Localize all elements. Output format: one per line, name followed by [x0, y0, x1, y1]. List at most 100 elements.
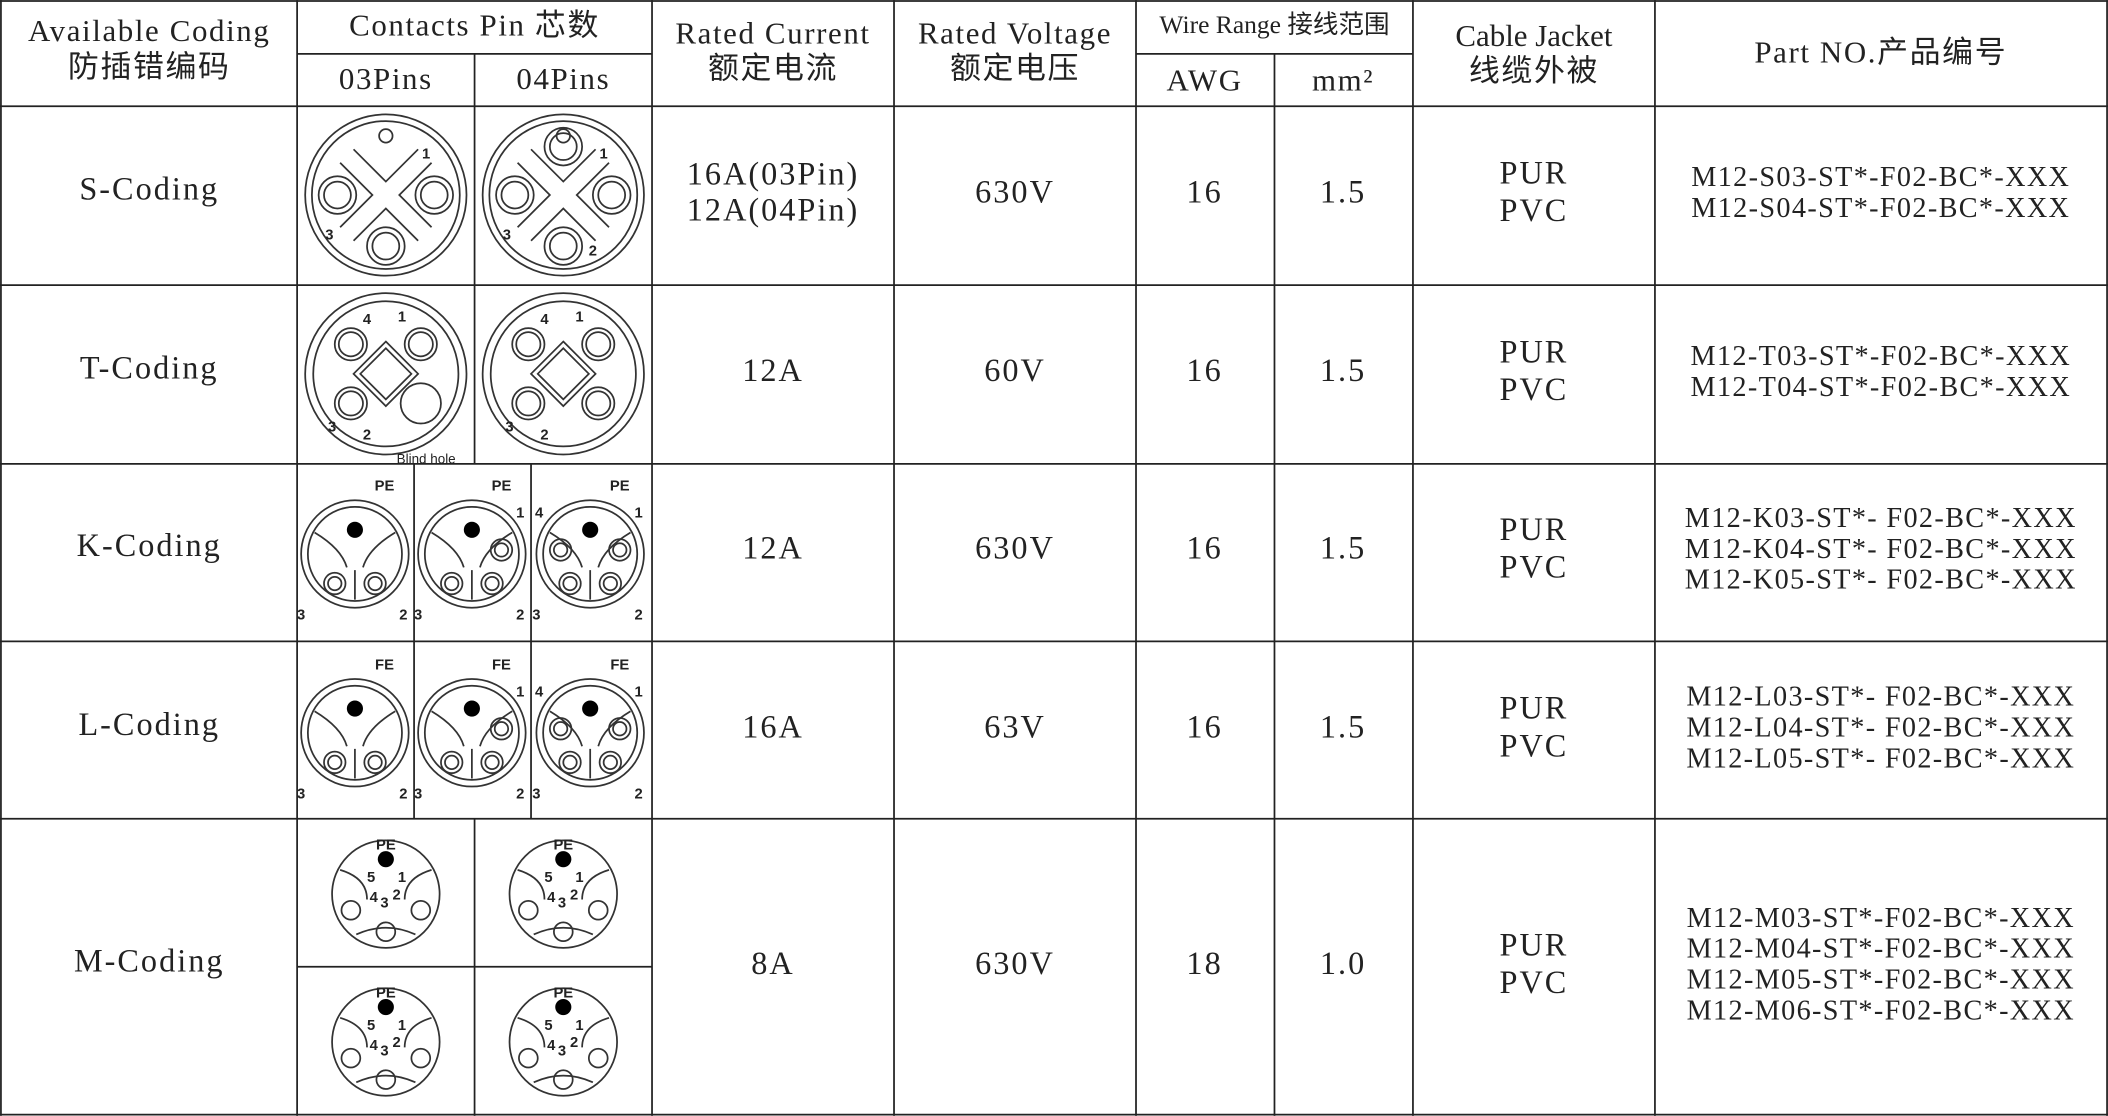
- rated-voltage: 63V: [984, 708, 1046, 744]
- diagram-label: 3: [414, 787, 422, 803]
- part-number: M12-L03-ST*- F02-BC*-XXX: [1686, 682, 2075, 713]
- rated-current: 16A(03Pin): [687, 155, 859, 191]
- cable-jacket: PUR: [1500, 155, 1569, 191]
- rated-current: 12A: [742, 530, 804, 566]
- diagram-label: 3: [328, 420, 336, 436]
- part-number: M12-M04-ST*-F02-BC*-XXX: [1687, 934, 2075, 965]
- mm2: 1.5: [1320, 708, 1366, 744]
- coding: T-Coding: [80, 350, 219, 386]
- diagram-label: 5: [544, 870, 552, 886]
- part-number: M12-S03-ST*-F02-BC*-XXX: [1691, 162, 2070, 193]
- rated-current: 8A: [751, 945, 794, 981]
- diagram-label: 5: [367, 1018, 375, 1034]
- diagram-label: 2: [399, 787, 407, 803]
- diagram-label: 2: [634, 608, 642, 624]
- diagram-label: 2: [589, 243, 597, 259]
- header-cell: 03Pins: [339, 61, 433, 96]
- rated-voltage: 630V: [975, 173, 1055, 209]
- diagram-label: 1: [575, 1018, 583, 1034]
- diagram-label: FE: [375, 657, 394, 673]
- diagram-label: PE: [492, 479, 512, 495]
- diagram-label: 5: [544, 1018, 552, 1034]
- header-cell: 防插错编码: [68, 49, 231, 84]
- header-cell: 线缆外被: [1469, 53, 1599, 88]
- diagram-label: PE: [376, 985, 396, 1001]
- mm2: 1.0: [1320, 945, 1366, 981]
- awg: 16: [1186, 352, 1222, 388]
- header-cell: Rated Current: [675, 15, 870, 50]
- diagram-label: 2: [570, 887, 578, 903]
- part-number: M12-K04-ST*- F02-BC*-XXX: [1685, 534, 2077, 565]
- diagram-label: 1: [398, 1018, 406, 1034]
- part-number: M12-K03-ST*- F02-BC*-XXX: [1685, 503, 2077, 534]
- cable-jacket: PUR: [1500, 690, 1569, 726]
- mm2: 1.5: [1320, 173, 1366, 209]
- diagram-label: 1: [398, 309, 406, 325]
- diagram-label: PE: [375, 479, 395, 495]
- diagram-label: 1: [634, 684, 642, 700]
- diagram-label: 3: [503, 227, 511, 243]
- diagram-label: 3: [297, 608, 305, 624]
- awg: 16: [1186, 708, 1222, 744]
- diagram-label: 4: [540, 312, 549, 328]
- connector-diagrams: [300, 113, 645, 1097]
- header-cell: Part NO.产品编号: [1754, 34, 2007, 69]
- part-number: M12-K05-ST*- F02-BC*-XXX: [1685, 565, 2077, 596]
- diagram-label: 2: [570, 1035, 578, 1051]
- header-cell: Wire Range 接线范围: [1159, 10, 1389, 39]
- rated-voltage: 630V: [975, 945, 1055, 981]
- diagram-label: 3: [325, 227, 333, 243]
- header-cell: Rated Voltage: [918, 15, 1112, 50]
- diagram-label: Blind hole: [397, 451, 456, 466]
- rated-voltage: 630V: [975, 530, 1055, 566]
- diagram-label: 1: [398, 870, 406, 886]
- part-number: M12-M06-ST*-F02-BC*-XXX: [1687, 996, 2075, 1027]
- cable-jacket: PVC: [1500, 964, 1569, 1000]
- cable-jacket: PVC: [1500, 192, 1569, 228]
- diagram-label: 2: [516, 608, 524, 624]
- diagram-label: 3: [558, 1043, 566, 1059]
- header-cell: Contacts Pin 芯数: [349, 7, 600, 42]
- cable-jacket: PVC: [1500, 549, 1569, 585]
- diagram-label: 3: [414, 608, 422, 624]
- diagram-label: 3: [380, 1043, 388, 1059]
- diagram-label: FE: [492, 657, 511, 673]
- cable-jacket: PUR: [1500, 926, 1569, 962]
- diagram-label: 2: [516, 787, 524, 803]
- diagram-label: 2: [540, 428, 548, 444]
- mm2: 1.5: [1320, 352, 1366, 388]
- header-cell: AWG: [1166, 63, 1242, 98]
- part-number: M12-M05-ST*-F02-BC*-XXX: [1687, 965, 2075, 996]
- diagram-label: 3: [532, 787, 540, 803]
- diagram-label: 1: [516, 684, 524, 700]
- diagram-label: 1: [422, 147, 430, 163]
- diagram-label: 3: [297, 787, 305, 803]
- diagram-label: 4: [370, 1038, 379, 1054]
- diagram-label: 2: [392, 1035, 400, 1051]
- header-cell: Cable Jacket: [1455, 18, 1612, 53]
- diagram-label: 2: [363, 428, 371, 444]
- diagram-label: 3: [558, 895, 566, 911]
- awg: 18: [1186, 945, 1222, 981]
- diagram-label: 3: [380, 895, 388, 911]
- coding: M-Coding: [74, 942, 225, 978]
- diagram-label: PE: [376, 838, 396, 854]
- diagram-label: 4: [363, 312, 372, 328]
- diagram-label: 4: [535, 506, 544, 522]
- diagram-label: 4: [370, 890, 379, 906]
- diagram-label: PE: [553, 838, 573, 854]
- diagram-label: 1: [575, 870, 583, 886]
- rated-current: 12A(04Pin): [687, 192, 859, 228]
- header-cell: mm²: [1312, 63, 1374, 98]
- diagram-label: PE: [610, 479, 630, 495]
- cable-jacket: PUR: [1500, 333, 1569, 369]
- diagram-label: 3: [532, 608, 540, 624]
- part-number: M12-M03-ST*-F02-BC*-XXX: [1687, 903, 2075, 934]
- diagram-label: 2: [634, 787, 642, 803]
- rated-voltage: 60V: [984, 352, 1046, 388]
- diagram-label: 1: [575, 309, 583, 325]
- diagram-label: 2: [392, 887, 400, 903]
- diagram-label: 1: [516, 506, 524, 522]
